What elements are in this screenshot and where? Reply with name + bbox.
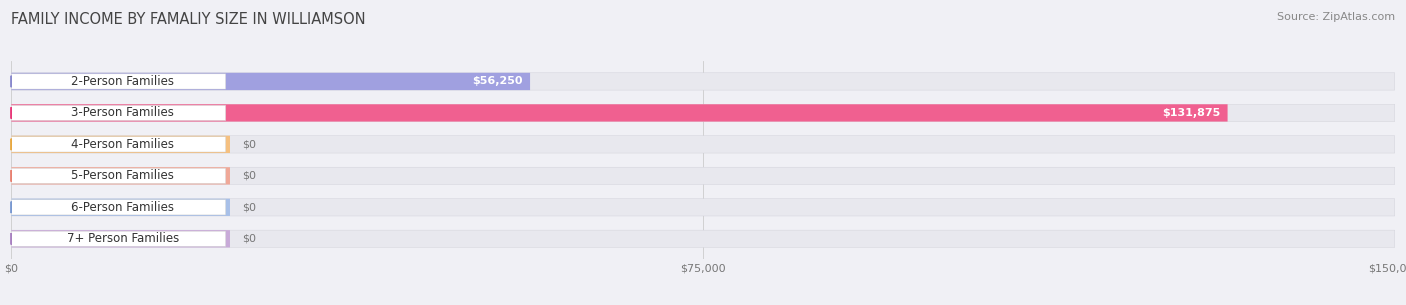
FancyBboxPatch shape <box>11 199 231 216</box>
FancyBboxPatch shape <box>11 230 231 247</box>
Text: $0: $0 <box>242 234 256 244</box>
FancyBboxPatch shape <box>11 136 1395 153</box>
FancyBboxPatch shape <box>11 73 1395 90</box>
FancyBboxPatch shape <box>11 230 1395 247</box>
FancyBboxPatch shape <box>11 104 1395 122</box>
Text: $56,250: $56,250 <box>472 77 523 86</box>
FancyBboxPatch shape <box>11 231 226 246</box>
Text: $131,875: $131,875 <box>1163 108 1220 118</box>
Text: 7+ Person Families: 7+ Person Families <box>66 232 179 245</box>
FancyBboxPatch shape <box>11 105 226 120</box>
Text: 5-Person Families: 5-Person Families <box>72 169 174 182</box>
FancyBboxPatch shape <box>11 104 1227 122</box>
FancyBboxPatch shape <box>11 200 226 215</box>
Text: FAMILY INCOME BY FAMALIY SIZE IN WILLIAMSON: FAMILY INCOME BY FAMALIY SIZE IN WILLIAM… <box>11 12 366 27</box>
FancyBboxPatch shape <box>11 168 226 184</box>
FancyBboxPatch shape <box>11 167 231 185</box>
Text: 3-Person Families: 3-Person Families <box>72 106 174 120</box>
FancyBboxPatch shape <box>11 73 530 90</box>
Text: 6-Person Families: 6-Person Families <box>72 201 174 214</box>
FancyBboxPatch shape <box>11 136 231 153</box>
FancyBboxPatch shape <box>11 199 1395 216</box>
FancyBboxPatch shape <box>11 167 1395 185</box>
FancyBboxPatch shape <box>11 74 226 89</box>
FancyBboxPatch shape <box>11 137 226 152</box>
Text: Source: ZipAtlas.com: Source: ZipAtlas.com <box>1277 12 1395 22</box>
Text: $0: $0 <box>242 139 256 149</box>
Text: $0: $0 <box>242 171 256 181</box>
Text: $0: $0 <box>242 202 256 212</box>
Text: 4-Person Families: 4-Person Families <box>72 138 174 151</box>
Text: 2-Person Families: 2-Person Families <box>72 75 174 88</box>
